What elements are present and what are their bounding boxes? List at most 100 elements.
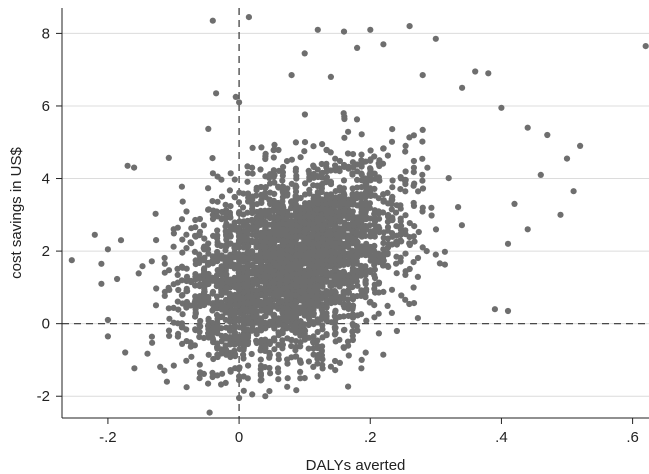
data-point (345, 261, 352, 268)
data-point (332, 266, 339, 273)
data-point (179, 236, 186, 243)
data-point (375, 195, 382, 202)
data-point (319, 216, 326, 223)
data-point (205, 250, 212, 257)
data-point (388, 309, 395, 316)
data-point (288, 238, 295, 245)
data-point (362, 349, 369, 356)
data-point (218, 264, 225, 271)
data-point (266, 297, 273, 304)
data-point (354, 184, 361, 191)
data-point (577, 142, 584, 149)
data-point (253, 277, 260, 284)
data-point (367, 215, 374, 222)
data-point (257, 377, 264, 384)
data-point (292, 228, 299, 235)
data-point (297, 154, 304, 161)
data-point (310, 182, 317, 189)
data-point (235, 317, 242, 324)
data-point (283, 215, 290, 222)
data-point (240, 316, 247, 323)
data-point (183, 326, 190, 333)
data-point (183, 245, 190, 252)
data-point (349, 208, 356, 215)
data-point (319, 361, 326, 368)
data-point (402, 212, 409, 219)
data-point (410, 169, 417, 176)
data-point (441, 261, 448, 268)
data-point (353, 278, 360, 285)
data-point (419, 155, 426, 162)
data-point (253, 298, 260, 305)
data-point (292, 139, 299, 146)
data-point (293, 175, 300, 182)
data-point (227, 203, 234, 210)
data-point (344, 200, 351, 207)
axes (61, 8, 649, 419)
x-tick-label: -.2 (99, 429, 117, 446)
data-point (349, 328, 356, 335)
data-point (384, 244, 391, 251)
data-point (367, 165, 374, 172)
data-point (349, 159, 356, 166)
data-point (323, 206, 330, 213)
data-point (244, 375, 251, 382)
data-point (314, 355, 321, 362)
data-point (345, 163, 352, 170)
data-point (340, 288, 347, 295)
data-point (332, 188, 339, 195)
data-point (327, 257, 334, 264)
data-point (293, 308, 300, 315)
data-point (98, 260, 105, 267)
data-point (363, 317, 370, 324)
data-point (170, 362, 177, 369)
data-point (318, 188, 325, 196)
data-point (214, 276, 221, 284)
data-point (231, 176, 238, 183)
data-point (148, 333, 155, 340)
data-point (385, 211, 392, 219)
data-point (570, 188, 577, 195)
data-point (314, 206, 321, 213)
data-point (174, 298, 181, 305)
data-point (393, 232, 400, 239)
data-point (362, 207, 369, 214)
data-point (384, 249, 391, 257)
data-point (288, 198, 295, 205)
data-point (183, 208, 190, 215)
data-point (371, 242, 378, 249)
data-point (201, 278, 208, 285)
data-point (257, 370, 264, 377)
data-point (283, 158, 291, 165)
data-point (161, 254, 168, 262)
data-point (178, 183, 185, 190)
data-point (170, 226, 177, 233)
data-point (284, 185, 291, 192)
data-point (388, 286, 396, 293)
data-point (227, 341, 234, 348)
data-point (240, 190, 247, 197)
data-point (441, 248, 448, 255)
data-point (165, 327, 173, 334)
data-point (305, 345, 312, 352)
data-point (98, 280, 105, 287)
data-point (218, 193, 226, 200)
data-point (411, 223, 418, 230)
data-point (201, 257, 208, 264)
data-point (358, 231, 365, 238)
y-axis-ticks: -2 0 2 4 6 8 (37, 25, 62, 405)
data-point (205, 380, 212, 387)
data-point (380, 198, 387, 205)
data-point (358, 171, 365, 178)
data-point (410, 157, 417, 165)
data-point (253, 187, 260, 194)
data-point (231, 313, 238, 320)
data-point (209, 17, 216, 24)
data-point (310, 240, 317, 247)
data-point (275, 275, 282, 282)
data-point (244, 293, 251, 300)
data-point (275, 299, 282, 306)
data-point (319, 309, 326, 316)
data-point (262, 150, 269, 157)
data-point (271, 279, 278, 287)
